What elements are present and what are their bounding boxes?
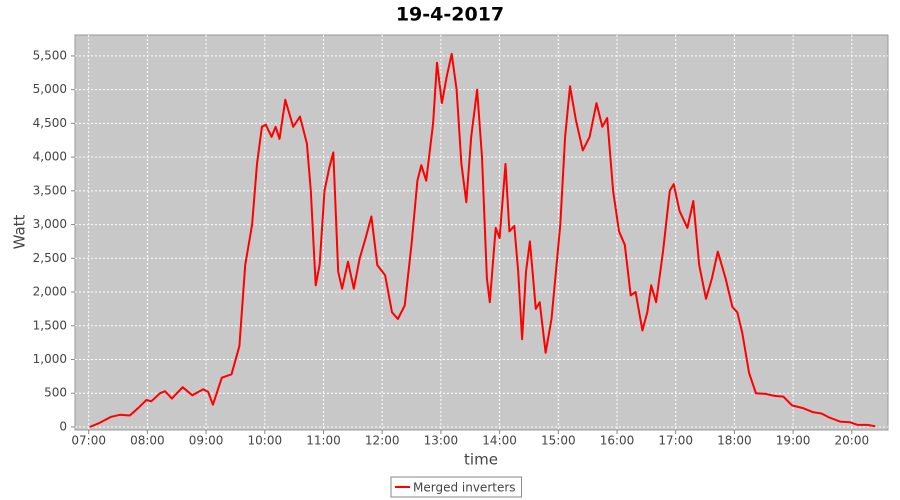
x-axis-label: time <box>464 451 498 469</box>
legend-label: Merged inverters <box>413 481 516 495</box>
x-tick-label: 15:00 <box>541 434 576 448</box>
y-tick-label: 5,500 <box>33 48 67 62</box>
x-tick-label: 14:00 <box>482 434 517 448</box>
y-tick-label: 0 <box>59 419 67 433</box>
x-tick-label: 13:00 <box>424 434 459 448</box>
legend: Merged inverters <box>390 476 523 498</box>
y-tick-label: 5,000 <box>33 82 67 96</box>
y-tick-label: 3,500 <box>33 183 67 197</box>
y-tick-label: 3,000 <box>33 217 67 231</box>
legend-box <box>390 476 523 498</box>
y-tick-label: 4,500 <box>33 116 67 130</box>
chart-title: 19-4-2017 <box>396 4 504 26</box>
x-tick-label: 07:00 <box>71 434 106 448</box>
x-tick-label: 08:00 <box>130 434 165 448</box>
x-tick-label: 09:00 <box>189 434 224 448</box>
x-tick-label: 17:00 <box>658 434 693 448</box>
y-tick-label: 4,000 <box>33 150 67 164</box>
y-axis-label: Watt <box>11 214 29 249</box>
y-tick-label: 2,500 <box>33 251 67 265</box>
y-tick-label: 500 <box>44 386 67 400</box>
x-tick-label: 11:00 <box>306 434 341 448</box>
x-tick-label: 12:00 <box>365 434 400 448</box>
x-tick-label: 10:00 <box>248 434 283 448</box>
x-tick-label: 20:00 <box>835 434 870 448</box>
y-tick-label: 1,000 <box>33 352 67 366</box>
y-tick-label: 1,500 <box>33 318 67 332</box>
x-tick-label: 19:00 <box>776 434 811 448</box>
x-tick-label: 16:00 <box>600 434 635 448</box>
x-tick-label: 18:00 <box>717 434 752 448</box>
y-tick-label: 2,000 <box>33 285 67 299</box>
data-line <box>89 52 876 428</box>
plot-area <box>74 34 889 431</box>
